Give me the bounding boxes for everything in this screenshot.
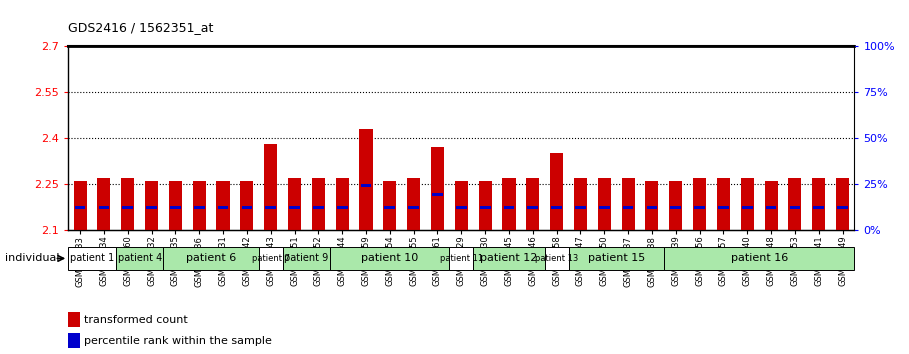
- Bar: [193, 181, 205, 230]
- Bar: [265, 144, 277, 230]
- Bar: [68, 333, 80, 348]
- FancyBboxPatch shape: [68, 247, 115, 270]
- Bar: [337, 206, 347, 209]
- Bar: [503, 178, 515, 230]
- FancyBboxPatch shape: [164, 247, 259, 270]
- Text: transformed count: transformed count: [84, 315, 188, 325]
- Bar: [742, 206, 753, 209]
- FancyBboxPatch shape: [474, 247, 544, 270]
- Bar: [123, 206, 133, 209]
- Text: patient 6: patient 6: [186, 253, 236, 263]
- Bar: [645, 181, 658, 230]
- Bar: [98, 206, 109, 209]
- Bar: [575, 206, 585, 209]
- Bar: [216, 181, 230, 230]
- Bar: [669, 181, 683, 230]
- Bar: [288, 178, 301, 230]
- Bar: [242, 206, 252, 209]
- Bar: [121, 178, 135, 230]
- Bar: [217, 206, 228, 209]
- Bar: [431, 147, 444, 230]
- Bar: [623, 206, 634, 209]
- Bar: [432, 193, 443, 196]
- Bar: [694, 206, 705, 209]
- Bar: [170, 206, 181, 209]
- Text: patient 16: patient 16: [731, 253, 788, 263]
- FancyBboxPatch shape: [544, 247, 568, 270]
- Bar: [741, 178, 754, 230]
- Bar: [504, 206, 514, 209]
- Bar: [194, 206, 205, 209]
- Bar: [527, 206, 538, 209]
- Bar: [526, 178, 539, 230]
- Bar: [74, 181, 86, 230]
- Text: patient 15: patient 15: [587, 253, 644, 263]
- Bar: [289, 206, 300, 209]
- FancyBboxPatch shape: [568, 247, 664, 270]
- Bar: [550, 153, 564, 230]
- FancyBboxPatch shape: [330, 247, 449, 270]
- Bar: [407, 178, 420, 230]
- Bar: [361, 184, 372, 187]
- Bar: [75, 206, 85, 209]
- Bar: [765, 206, 776, 209]
- Bar: [479, 181, 492, 230]
- Bar: [812, 178, 825, 230]
- Bar: [837, 206, 848, 209]
- Bar: [169, 181, 182, 230]
- Bar: [551, 206, 562, 209]
- Bar: [790, 206, 800, 209]
- Bar: [717, 178, 730, 230]
- Bar: [146, 206, 157, 209]
- Bar: [68, 312, 80, 327]
- Bar: [335, 178, 349, 230]
- Bar: [622, 178, 634, 230]
- Text: patient 11: patient 11: [440, 254, 483, 263]
- Text: individual: individual: [5, 253, 59, 263]
- Bar: [312, 178, 325, 230]
- Text: patient 12: patient 12: [480, 253, 537, 263]
- Text: patient 10: patient 10: [361, 253, 418, 263]
- Bar: [385, 206, 395, 209]
- Bar: [265, 206, 276, 209]
- Text: percentile rank within the sample: percentile rank within the sample: [84, 336, 272, 346]
- Bar: [313, 206, 324, 209]
- Bar: [718, 206, 729, 209]
- FancyBboxPatch shape: [259, 247, 283, 270]
- Bar: [764, 181, 777, 230]
- Bar: [574, 178, 587, 230]
- Text: GDS2416 / 1562351_at: GDS2416 / 1562351_at: [68, 21, 214, 34]
- Bar: [145, 181, 158, 230]
- Text: patient 4: patient 4: [117, 253, 162, 263]
- Bar: [671, 206, 681, 209]
- Bar: [384, 181, 396, 230]
- Bar: [599, 206, 610, 209]
- Bar: [480, 206, 491, 209]
- FancyBboxPatch shape: [664, 247, 854, 270]
- FancyBboxPatch shape: [115, 247, 164, 270]
- Bar: [456, 206, 466, 209]
- Bar: [788, 178, 802, 230]
- FancyBboxPatch shape: [449, 247, 474, 270]
- Bar: [814, 206, 824, 209]
- Bar: [408, 206, 419, 209]
- Text: patient 13: patient 13: [535, 254, 578, 263]
- FancyBboxPatch shape: [283, 247, 330, 270]
- Bar: [97, 178, 111, 230]
- Bar: [240, 181, 254, 230]
- Bar: [646, 206, 657, 209]
- Bar: [693, 178, 706, 230]
- Bar: [454, 181, 468, 230]
- Bar: [836, 178, 849, 230]
- Text: patient 1: patient 1: [70, 253, 115, 263]
- Text: patient 7: patient 7: [252, 254, 290, 263]
- Text: patient 9: patient 9: [285, 253, 328, 263]
- Bar: [598, 178, 611, 230]
- Bar: [359, 129, 373, 230]
